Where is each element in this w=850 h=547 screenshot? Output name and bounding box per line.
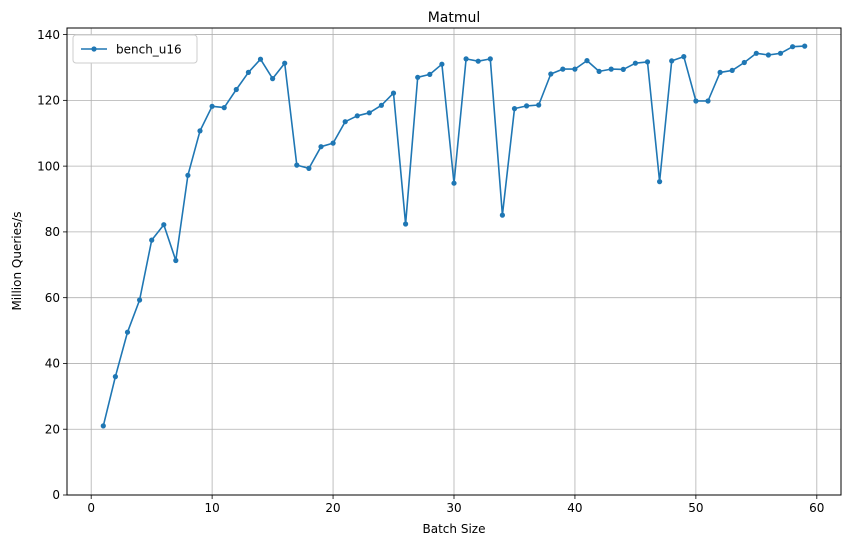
data-point — [451, 180, 457, 186]
data-point — [354, 113, 360, 119]
data-point — [487, 56, 493, 62]
y-tick-label: 120 — [37, 94, 60, 108]
x-axis-ticks: 0 10 20 30 40 50 60 — [87, 495, 824, 515]
data-point — [233, 86, 239, 93]
data-point — [270, 76, 276, 82]
x-tick-label: 20 — [325, 501, 340, 515]
y-tick-label: 20 — [45, 422, 60, 436]
legend-box — [72, 34, 198, 64]
data-point — [439, 61, 445, 67]
legend-label: bench_u16 — [116, 43, 182, 57]
data-point — [330, 140, 336, 146]
data-point — [608, 66, 614, 72]
y-axis-ticks: 0 20 40 60 80 100 120 140 — [37, 28, 67, 502]
data-point — [777, 50, 784, 56]
data-point — [693, 98, 699, 104]
data-point — [149, 237, 155, 243]
x-tick-label: 0 — [87, 501, 95, 515]
data-point — [463, 56, 469, 62]
x-axis-label: Batch Size — [423, 522, 486, 536]
y-tick-label: 0 — [52, 488, 60, 502]
series-layer — [100, 43, 808, 429]
data-point — [596, 68, 602, 74]
data-point — [378, 102, 384, 108]
data-point — [499, 212, 505, 218]
data-point — [403, 221, 409, 227]
data-point — [197, 128, 203, 134]
data-point — [112, 374, 118, 380]
y-axis-label: Million Queries/s — [10, 211, 24, 310]
data-point — [390, 90, 397, 96]
x-tick-label: 60 — [809, 501, 824, 515]
y-tick-label: 60 — [45, 291, 60, 305]
data-point — [524, 103, 530, 109]
data-point — [644, 59, 651, 65]
data-point — [173, 257, 179, 264]
data-point — [753, 50, 759, 56]
data-point — [366, 110, 372, 116]
data-point — [705, 98, 711, 104]
data-point — [318, 144, 324, 150]
data-point — [681, 54, 687, 60]
data-point — [741, 59, 747, 66]
data-point — [657, 179, 663, 185]
x-tick-label: 40 — [567, 501, 582, 515]
data-point — [306, 165, 312, 171]
data-point — [802, 43, 808, 49]
x-tick-label: 50 — [688, 501, 703, 515]
data-point — [620, 66, 626, 72]
data-point — [548, 71, 554, 77]
data-point — [294, 162, 300, 168]
data-point — [342, 119, 348, 125]
data-point — [185, 172, 191, 178]
data-point — [427, 71, 433, 77]
data-point — [475, 58, 481, 64]
y-tick-label: 140 — [37, 28, 60, 42]
x-tick-label: 10 — [204, 501, 219, 515]
x-tick-label: 30 — [446, 501, 461, 515]
data-point — [124, 329, 131, 335]
legend-marker-sample — [91, 46, 97, 52]
data-point — [790, 44, 796, 50]
data-point — [669, 58, 675, 64]
legend: bench_u16 — [72, 34, 198, 64]
data-point — [100, 423, 106, 429]
data-point — [415, 74, 421, 80]
data-point — [536, 102, 542, 108]
data-point — [511, 106, 518, 112]
y-tick-label: 80 — [45, 225, 60, 239]
y-tick-label: 40 — [45, 357, 60, 371]
data-point — [717, 69, 723, 75]
data-point — [282, 60, 288, 66]
chart-title: Matmul — [428, 10, 481, 26]
data-point — [572, 66, 578, 72]
data-point — [221, 105, 227, 111]
y-tick-label: 100 — [37, 159, 60, 173]
data-point — [161, 222, 167, 228]
data-point — [765, 52, 772, 58]
data-point — [245, 69, 251, 75]
data-point — [560, 66, 566, 72]
data-point — [584, 58, 590, 64]
data-point — [632, 60, 639, 66]
data-point — [137, 297, 143, 303]
data-point — [257, 56, 264, 62]
data-point — [209, 103, 215, 109]
data-point — [729, 67, 735, 73]
